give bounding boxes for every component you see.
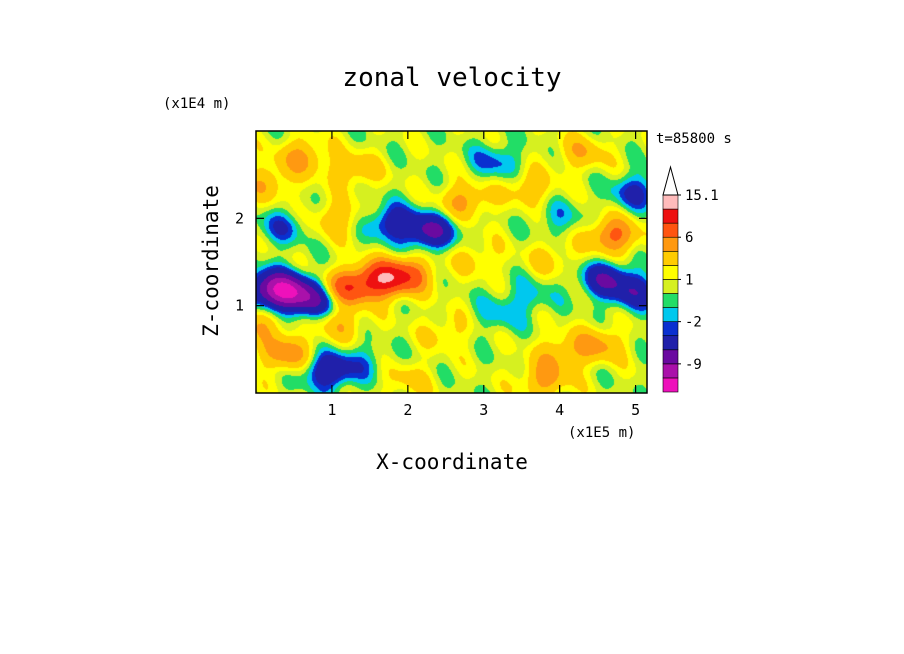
y-tick-label: 2 <box>235 209 244 227</box>
colorbar-swatch <box>662 265 679 280</box>
colorbar-swatch <box>662 377 679 393</box>
colorbar-swatch <box>662 194 679 210</box>
colorbar-swatch <box>662 307 679 322</box>
x-tick-label: 2 <box>403 401 412 419</box>
colorbar-extend-arrow <box>662 165 679 196</box>
time-label: t=85800 s <box>656 131 732 147</box>
colorbar-swatch <box>662 236 679 252</box>
colorbar-swatch <box>662 293 679 308</box>
y-unit-label: (x1E4 m) <box>163 96 230 112</box>
colorbar-label: 6 <box>685 230 693 246</box>
x-axis-ticks: 1 2 3 4 5 <box>327 131 640 419</box>
colorbar-label: 15.1 <box>685 188 719 204</box>
colorbar: 15.1 6 1 -2 -9 <box>662 165 719 393</box>
colorbar-swatch <box>662 321 679 337</box>
colorbar-label: 1 <box>685 272 693 288</box>
colorbar-label: -9 <box>685 357 702 373</box>
y-axis-ticks: 12 <box>235 209 647 315</box>
x-tick-label: 3 <box>479 401 488 419</box>
heatmap-field <box>256 131 647 393</box>
x-axis-label: X-coordinate <box>376 450 528 474</box>
x-tick-label: 4 <box>555 401 564 419</box>
colorbar-swatch <box>662 250 679 266</box>
colorbar-label: -2 <box>685 315 702 331</box>
x-unit-label: (x1E5 m) <box>568 425 635 441</box>
x-tick-label: 5 <box>631 401 640 419</box>
colorbar-swatch <box>662 335 679 351</box>
colorbar-swatch <box>662 363 679 379</box>
x-tick-label: 1 <box>327 401 336 419</box>
colorbar-swatch <box>662 279 679 294</box>
heatmap-field-container <box>256 131 647 393</box>
colorbar-swatch <box>662 349 679 365</box>
plot-frame <box>255 130 648 394</box>
y-axis-label: Z-coordinate <box>199 185 223 337</box>
chart-title: zonal velocity <box>342 63 561 93</box>
colorbar-swatch <box>662 222 679 238</box>
colorbar-swatch <box>662 208 679 224</box>
y-tick-label: 1 <box>235 297 244 315</box>
